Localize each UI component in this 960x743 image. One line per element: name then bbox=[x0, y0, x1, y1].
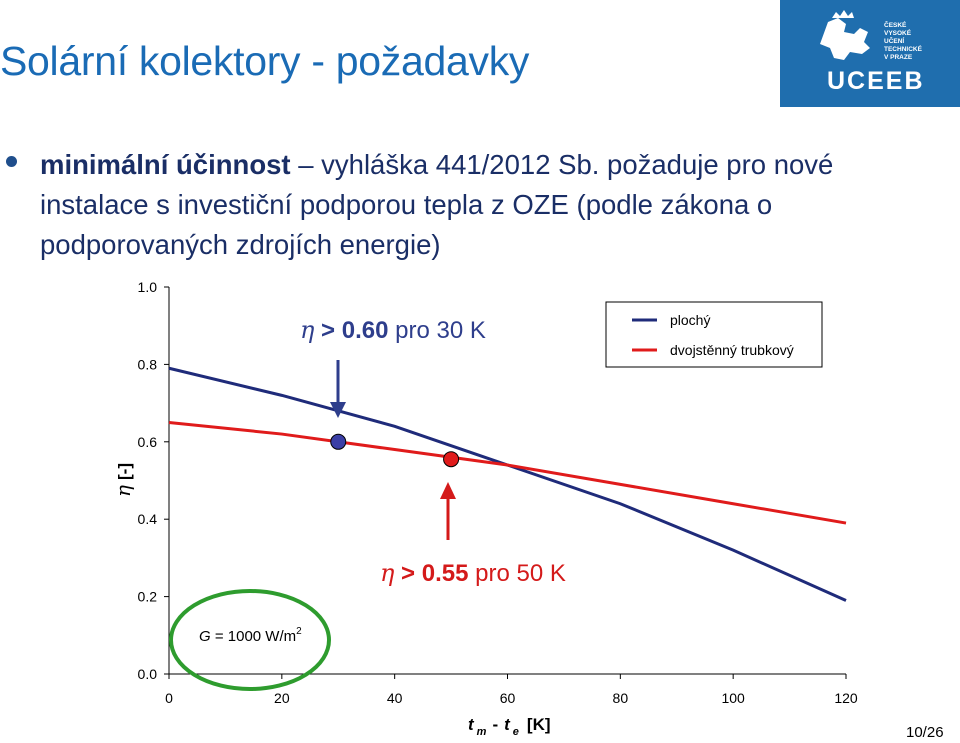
annotation-50k-value: 0.55 bbox=[422, 560, 469, 587]
x-label-t2: t bbox=[504, 715, 511, 734]
svg-text:η[-]: η [-] bbox=[111, 463, 135, 497]
y-axis-symbol: η bbox=[111, 485, 135, 497]
x-label-dash: - bbox=[492, 715, 498, 734]
bullet-dot bbox=[6, 156, 17, 167]
y-tick-label: 0.2 bbox=[138, 589, 158, 605]
annotation-50k-symbol: η bbox=[380, 559, 395, 587]
x-label-unit: [K] bbox=[527, 715, 551, 734]
bullet-bold-text: minimální účinnost bbox=[40, 149, 291, 180]
logo-line-2: VYSOKÉ bbox=[884, 28, 912, 37]
logo-line-1: ČESKÉ bbox=[884, 20, 907, 29]
x-tick-label: 0 bbox=[165, 690, 173, 706]
x-label-sub1: m bbox=[477, 726, 487, 738]
x-tick-label: 40 bbox=[387, 690, 403, 706]
annotation-50k-gt: > bbox=[394, 560, 421, 587]
annotation-30k-rest: pro 30 K bbox=[388, 317, 485, 344]
annotation-30k-value: 0.60 bbox=[342, 317, 389, 344]
x-label-sub2: e bbox=[513, 726, 519, 738]
x-tick-label: 100 bbox=[721, 690, 745, 706]
condition-eq: = 1000 W/m bbox=[211, 628, 296, 645]
y-axis-label: η [-] bbox=[111, 463, 135, 497]
y-tick-label: 0.6 bbox=[138, 434, 158, 450]
y-tick-label: 0.4 bbox=[138, 511, 158, 527]
bullet-text: minimální účinnost – vyhláška 441/2012 S… bbox=[40, 145, 940, 265]
x-tick-label: 120 bbox=[834, 690, 858, 706]
slide-title: Solární kolektory - požadavky bbox=[0, 38, 530, 84]
annotation-30k: η > 0.60 pro 30 K bbox=[300, 316, 486, 344]
uceeb-logo: ČESKÉ VYSOKÉ UČENÍ TECHNICKÉ V PRAZE UCE… bbox=[780, 0, 960, 107]
logo-line-3: UČENÍ bbox=[884, 36, 904, 45]
y-tick-label: 1.0 bbox=[138, 279, 158, 295]
x-tick-label: 20 bbox=[274, 690, 290, 706]
arrow-30k bbox=[330, 360, 346, 418]
annotation-30k-gt: > bbox=[314, 317, 341, 344]
legend-label-plochy: plochý bbox=[670, 312, 710, 328]
logo-line-5: V PRAZE bbox=[884, 54, 913, 61]
legend-label-trubkovy: dvojstěnný trubkový bbox=[670, 342, 794, 358]
logo-text: UCEEB bbox=[827, 67, 925, 95]
x-label-t1: t bbox=[468, 715, 475, 734]
annotation-50k-rest: pro 50 K bbox=[468, 560, 565, 587]
annotation-50k: η > 0.55 pro 50 K bbox=[380, 559, 566, 587]
x-axis-label: t m - t e [K] bbox=[468, 715, 551, 738]
condition-circle bbox=[169, 589, 331, 691]
arrow-50k bbox=[440, 482, 456, 540]
page-number: 10/26 bbox=[906, 724, 944, 741]
condition-sup: 2 bbox=[296, 626, 302, 637]
y-tick-label: 0.0 bbox=[138, 666, 158, 682]
condition-symbol: G bbox=[199, 628, 211, 645]
bullet-rest-text: – vyhláška 441/2012 Sb. požaduje pro nov… bbox=[40, 149, 834, 260]
x-tick-label: 80 bbox=[613, 690, 629, 706]
data-point-marker-1 bbox=[330, 433, 347, 450]
annotation-30k-symbol: η bbox=[300, 316, 315, 344]
cvut-lion-icon: ČESKÉ VYSOKÉ UČENÍ TECHNICKÉ V PRAZE UCE… bbox=[820, 10, 925, 95]
data-point-marker-2 bbox=[443, 451, 460, 468]
x-tick-label: 60 bbox=[500, 690, 516, 706]
series-line-trubkovy bbox=[168, 420, 847, 525]
logo-line-4: TECHNICKÉ bbox=[884, 44, 923, 53]
condition-text: G = 1000 W/m2 bbox=[199, 626, 302, 645]
y-axis-unit: [-] bbox=[115, 463, 134, 480]
legend: plochý dvojstěnný trubkový bbox=[605, 301, 823, 368]
y-tick-label: 0.8 bbox=[138, 356, 158, 372]
